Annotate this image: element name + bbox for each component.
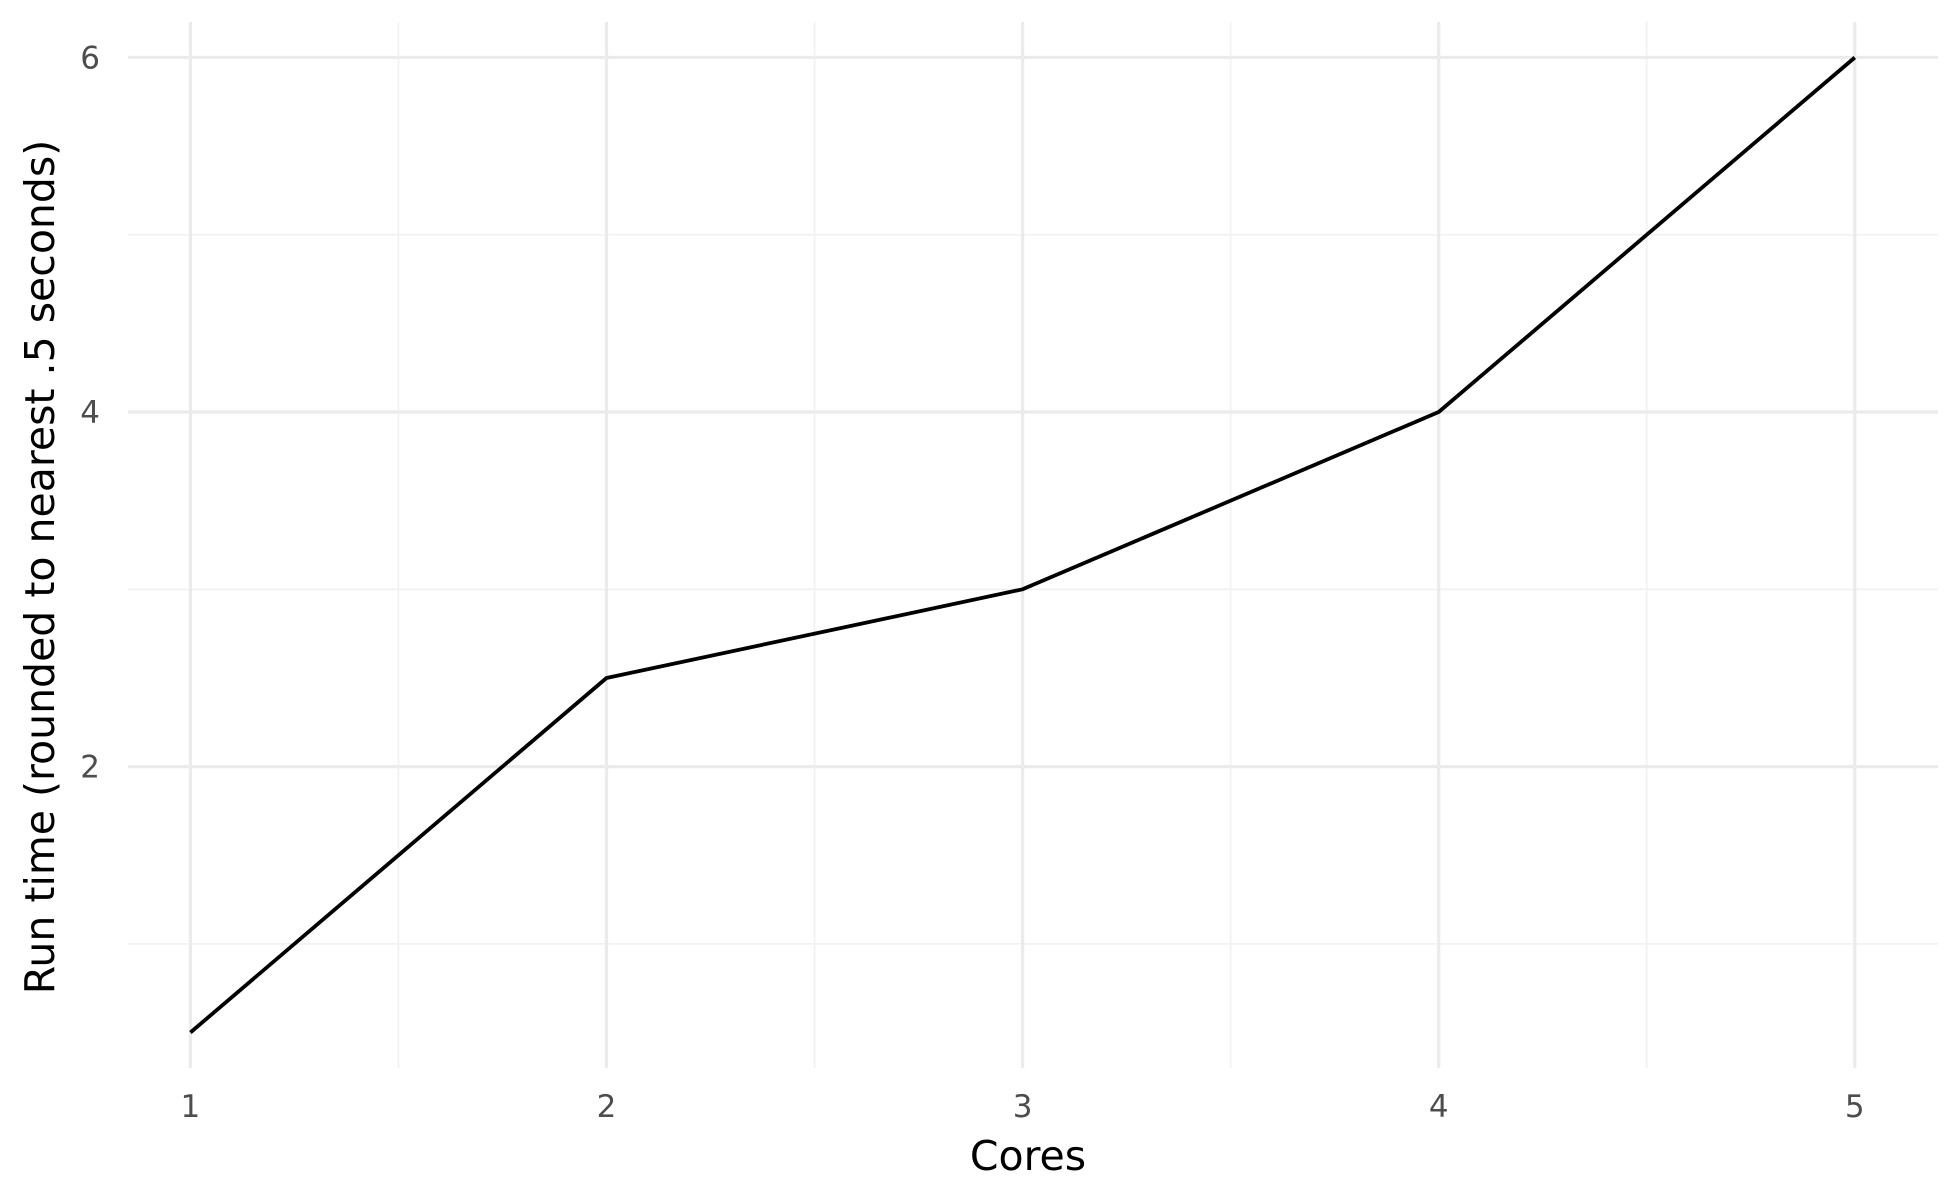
y-tick-label: 6 [80, 40, 100, 76]
minor-gridlines [128, 22, 1938, 1068]
x-axis-tick-labels: 1 2 3 4 5 [181, 1089, 1865, 1125]
y-axis-title: Run time (rounded to nearest .5 seconds) [16, 140, 64, 995]
x-tick-label: 4 [1429, 1089, 1449, 1125]
series-line [189, 56, 1857, 1034]
y-tick-label: 2 [80, 750, 100, 786]
y-axis-tick-labels: 2 4 6 [80, 40, 100, 785]
x-tick-label: 5 [1845, 1089, 1865, 1125]
series-group [189, 56, 1857, 1034]
x-axis-title: Cores [970, 1132, 1086, 1180]
x-tick-label: 2 [597, 1089, 617, 1125]
y-tick-label: 4 [80, 395, 100, 431]
major-gridlines [128, 22, 1938, 1068]
x-tick-label: 3 [1013, 1089, 1033, 1125]
x-tick-label: 1 [181, 1089, 201, 1125]
